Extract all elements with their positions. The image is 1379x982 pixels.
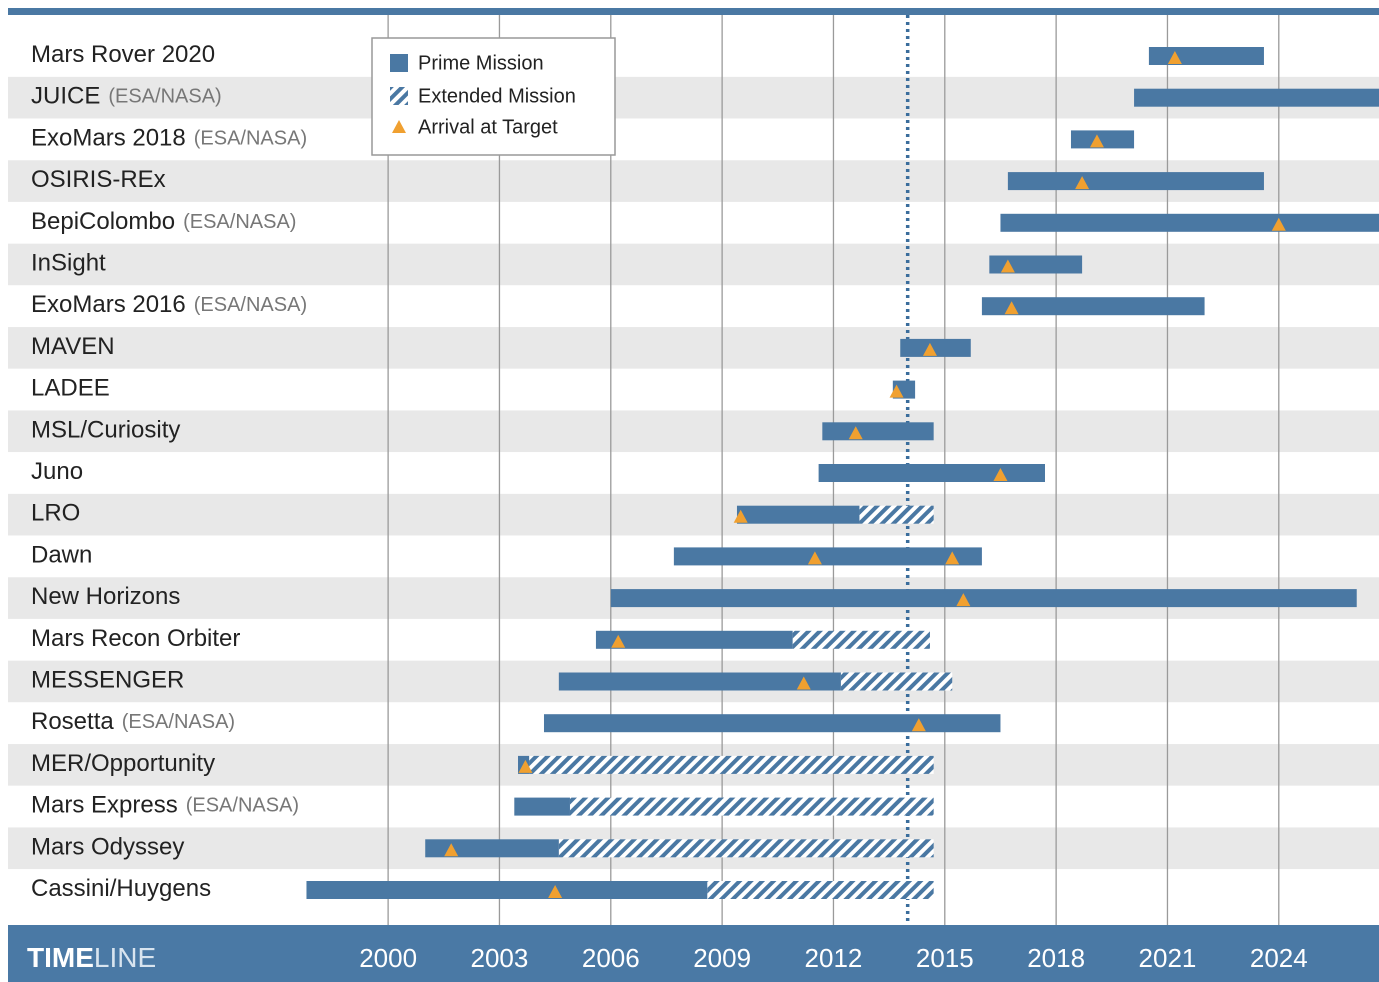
mission-name: LADEE (31, 375, 110, 402)
x-tick-label: 2012 (805, 943, 863, 973)
mission-name: Rosetta (31, 709, 114, 736)
title-strong: TIME (27, 942, 94, 973)
x-tick-label: 2009 (693, 943, 751, 973)
rows (8, 35, 1379, 911)
mission-name: ExoMars 2018 (31, 125, 186, 152)
row-band (8, 494, 1379, 536)
prime-bar (544, 714, 1000, 732)
x-axis: 2000 2003 2006 2009 2012 2015 2018 2021 2024 (359, 943, 1308, 973)
x-tick-label: 2018 (1027, 943, 1085, 973)
prime-bar (674, 547, 982, 565)
legend-swatch-prime (390, 54, 408, 72)
row-band (8, 327, 1379, 369)
mission-label: MSL/Curiosity (31, 417, 180, 444)
extended-bar (793, 631, 930, 649)
extended-bar (841, 673, 952, 691)
prime-bar (514, 798, 570, 816)
extended-bar (707, 881, 933, 899)
mission-name: Cassini/Huygens (31, 875, 211, 902)
extended-bar (859, 506, 933, 524)
mission-name: Mars Odyssey (31, 834, 184, 861)
mission-agency: (ESA/NASA) (183, 211, 296, 233)
mission-label: ExoMars 2018 (ESA/NASA) (31, 125, 307, 152)
mission-label: BepiColombo (ESA/NASA) (31, 208, 296, 235)
legend-label: Prime Mission (418, 52, 544, 74)
mission-name: InSight (31, 250, 106, 277)
mission-label: Mars Express (ESA/NASA) (31, 792, 299, 819)
mission-label: LADEE (31, 375, 110, 402)
footer-title: TIMELINE (27, 942, 156, 973)
title-rest: LINE (94, 942, 156, 973)
extended-bar (529, 756, 934, 774)
mission-label: Mars Recon Orbiter (31, 625, 240, 652)
mission-label: Mars Odyssey (31, 834, 184, 861)
mission-label: Dawn (31, 542, 92, 569)
mission-name: MSL/Curiosity (31, 417, 180, 444)
legend-label: Arrival at Target (418, 116, 558, 138)
prime-bar (1134, 89, 1379, 107)
mission-name: MAVEN (31, 333, 115, 360)
legend: Prime Mission Extended Mission Arrival a… (372, 38, 615, 155)
mission-name: Mars Rover 2020 (31, 41, 215, 68)
mission-name: Mars Recon Orbiter (31, 625, 240, 652)
mission-label: Rosetta (ESA/NASA) (31, 709, 235, 736)
mission-name: ExoMars 2016 (31, 292, 186, 319)
extended-bar (559, 839, 934, 857)
mission-label: Mars Rover 2020 (31, 41, 215, 68)
prime-bar (819, 464, 1045, 482)
chart: Mars Rover 2020JUICE(ESA/NASA)ExoMars 20… (0, 0, 1379, 982)
mission-label: OSIRIS-REx (31, 166, 166, 193)
mission-label: MAVEN (31, 333, 115, 360)
row-band (8, 452, 1379, 494)
x-tick-label: 2000 (359, 943, 417, 973)
x-tick-label: 2021 (1139, 943, 1197, 973)
legend-swatch-extended (390, 87, 408, 105)
prime-bar (611, 589, 1357, 607)
mission-name: BepiColombo (31, 208, 175, 235)
mission-agency: (ESA/NASA) (186, 795, 299, 817)
mission-label: JUICE (ESA/NASA) (31, 83, 222, 110)
mission-agency: (ESA/NASA) (194, 294, 307, 316)
mission-name: OSIRIS-REx (31, 166, 166, 193)
extended-bar (570, 798, 934, 816)
row-band (8, 410, 1379, 452)
prime-bar (1149, 47, 1264, 65)
mission-label: Cassini/Huygens (31, 875, 211, 902)
mission-label: New Horizons (31, 583, 180, 610)
x-tick-label: 2015 (916, 943, 974, 973)
mission-name: MER/Opportunity (31, 750, 215, 777)
x-tick-label: 2003 (471, 943, 529, 973)
mission-label: Juno (31, 458, 83, 485)
prime-bar (1000, 214, 1379, 232)
legend-label: Extended Mission (418, 85, 576, 107)
row-band (8, 369, 1379, 411)
mission-name: Dawn (31, 542, 92, 569)
row-band (8, 244, 1379, 286)
prime-bar (1008, 172, 1264, 190)
mission-label: MESSENGER (31, 667, 184, 694)
top-rule (8, 8, 1379, 15)
mission-label: ExoMars 2016 (ESA/NASA) (31, 292, 307, 319)
mission-label: MER/Opportunity (31, 750, 215, 777)
mission-name: JUICE (31, 83, 100, 110)
mission-name: Mars Express (31, 792, 178, 819)
prime-bar (737, 506, 859, 524)
mission-agency: (ESA/NASA) (108, 86, 221, 108)
mission-name: New Horizons (31, 583, 180, 610)
prime-bar (822, 422, 933, 440)
mission-name: LRO (31, 500, 80, 527)
mission-name: Juno (31, 458, 83, 485)
mission-label: InSight (31, 250, 106, 277)
x-tick-label: 2024 (1250, 943, 1308, 973)
mission-name: MESSENGER (31, 667, 184, 694)
prime-bar (596, 631, 793, 649)
mission-agency: (ESA/NASA) (194, 128, 307, 150)
x-tick-label: 2006 (582, 943, 640, 973)
mission-agency: (ESA/NASA) (122, 711, 235, 733)
prime-bar (306, 881, 707, 899)
mission-label: LRO (31, 500, 80, 527)
